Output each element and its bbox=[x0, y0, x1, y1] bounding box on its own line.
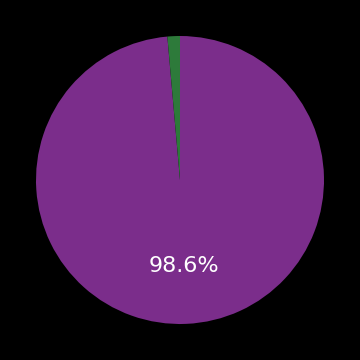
Wedge shape bbox=[167, 36, 180, 180]
Text: 98.6%: 98.6% bbox=[148, 256, 219, 276]
Wedge shape bbox=[36, 36, 324, 324]
